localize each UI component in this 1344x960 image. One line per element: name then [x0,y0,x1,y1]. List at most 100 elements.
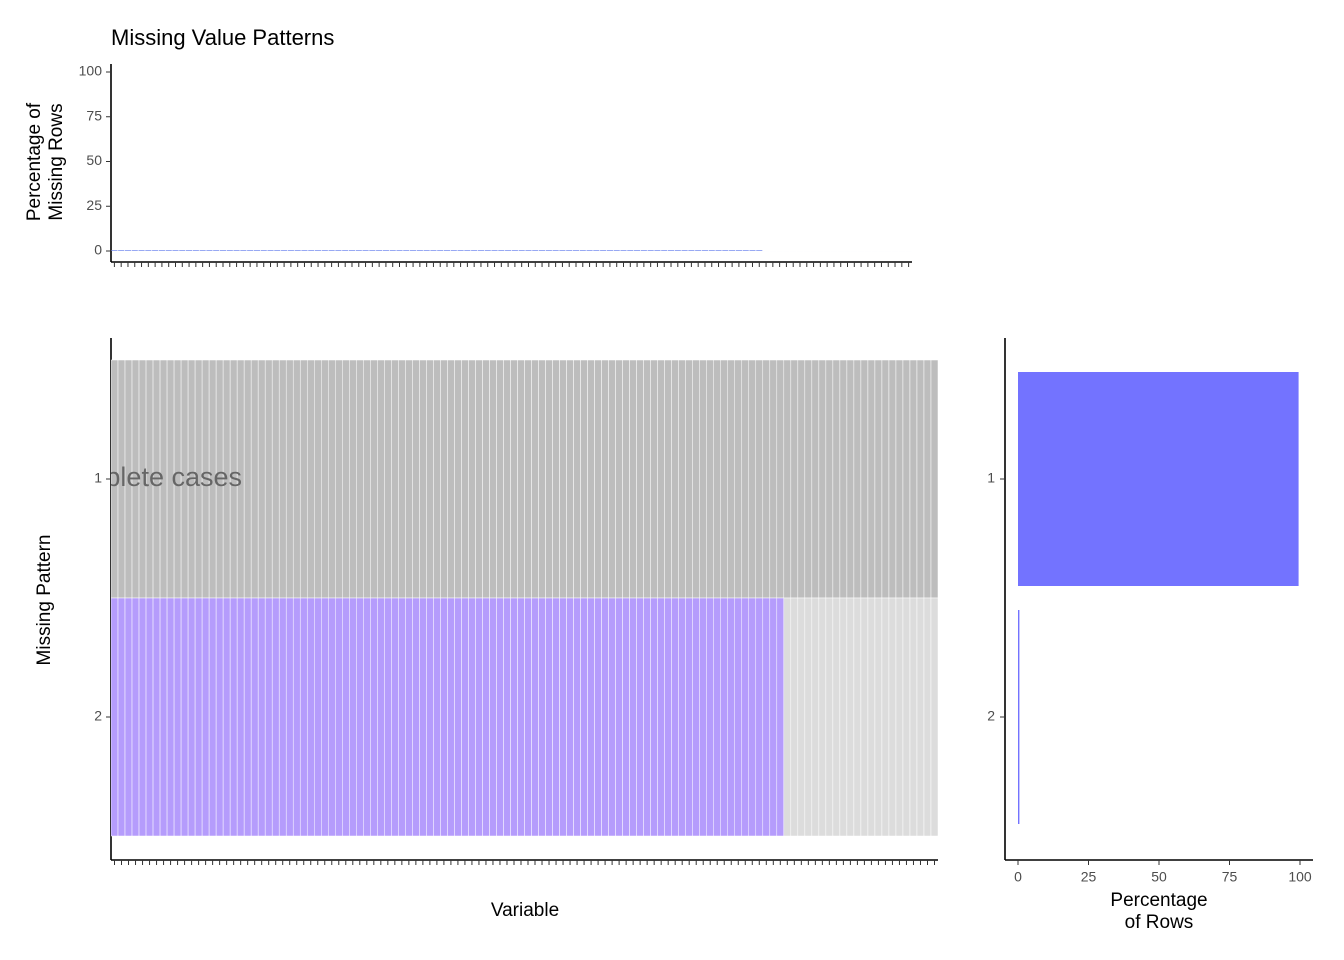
tile [615,597,623,837]
tile [482,359,490,599]
tile [755,597,764,837]
bar [742,250,749,251]
tile [846,359,855,599]
tile [776,597,785,837]
tile [524,359,532,599]
tile [299,597,308,837]
tile [790,359,799,599]
tile [832,597,841,837]
tile [180,597,189,837]
bar [620,250,627,251]
bar [701,250,709,251]
x-axis-title: Percentage [1110,890,1207,911]
bar [314,250,322,251]
tile [377,359,385,599]
tile [825,359,834,599]
bar [681,250,688,251]
tile [321,597,329,837]
tile [902,359,911,599]
tile [741,359,750,599]
tile [657,597,665,837]
bar [525,250,532,251]
tile [818,597,827,837]
tile [538,359,546,599]
bar [593,250,600,251]
bar [634,250,641,251]
tile [363,597,371,837]
tile [650,359,658,599]
tile [881,359,890,599]
tile [797,597,806,837]
tile [166,597,175,837]
bar [152,250,159,251]
tile [440,359,448,599]
bar [192,250,199,251]
bar [613,250,620,251]
x-tick-label: 75 [1222,869,1238,885]
y-tick-label: 25 [86,197,102,213]
tile [503,359,511,599]
bar [552,250,559,251]
tile [264,597,273,837]
bar [471,250,478,251]
bar [1018,372,1299,586]
bar [416,250,423,251]
tile [664,359,672,599]
bar [131,250,138,251]
bar [511,250,518,251]
chart-title: Missing Value Patterns [111,25,334,50]
tile [510,597,518,837]
tile [916,597,925,837]
tile [692,359,700,599]
tile [608,359,616,599]
bar [342,250,349,251]
bar [735,250,742,251]
x-axis-title: of Rows [1125,912,1194,933]
bar [301,250,308,251]
tile [426,597,434,837]
bar [654,250,661,251]
tile [475,359,483,599]
tile [643,359,651,599]
tile [243,597,252,837]
bar [240,250,247,251]
tile [713,597,721,837]
y-tick-label: 75 [86,107,102,123]
tile [370,597,378,837]
tile [902,597,911,837]
bar [437,250,444,251]
bar [545,250,552,251]
tile [328,597,336,837]
tile [895,597,904,837]
tile [264,359,273,599]
tile [433,597,441,837]
tile [622,359,630,599]
tile [811,597,820,837]
tile [131,597,140,837]
bar [647,250,654,251]
tile [124,597,133,837]
bar [729,250,736,251]
tile [545,359,553,599]
tile [748,597,757,837]
tile [440,597,448,837]
tile [909,359,918,599]
tile [888,597,897,837]
tile [391,597,399,837]
tile [447,597,455,837]
tile [419,359,427,599]
tile [762,359,771,599]
tile [594,597,602,837]
bar [118,250,125,251]
tile [594,359,602,599]
bar [450,250,457,251]
tile [285,597,294,837]
tile [636,359,644,599]
tile [524,597,532,837]
tile [419,597,427,837]
tile [335,359,343,599]
tile [692,597,700,837]
bar [213,250,220,251]
tile [306,359,315,599]
tile [111,597,119,837]
